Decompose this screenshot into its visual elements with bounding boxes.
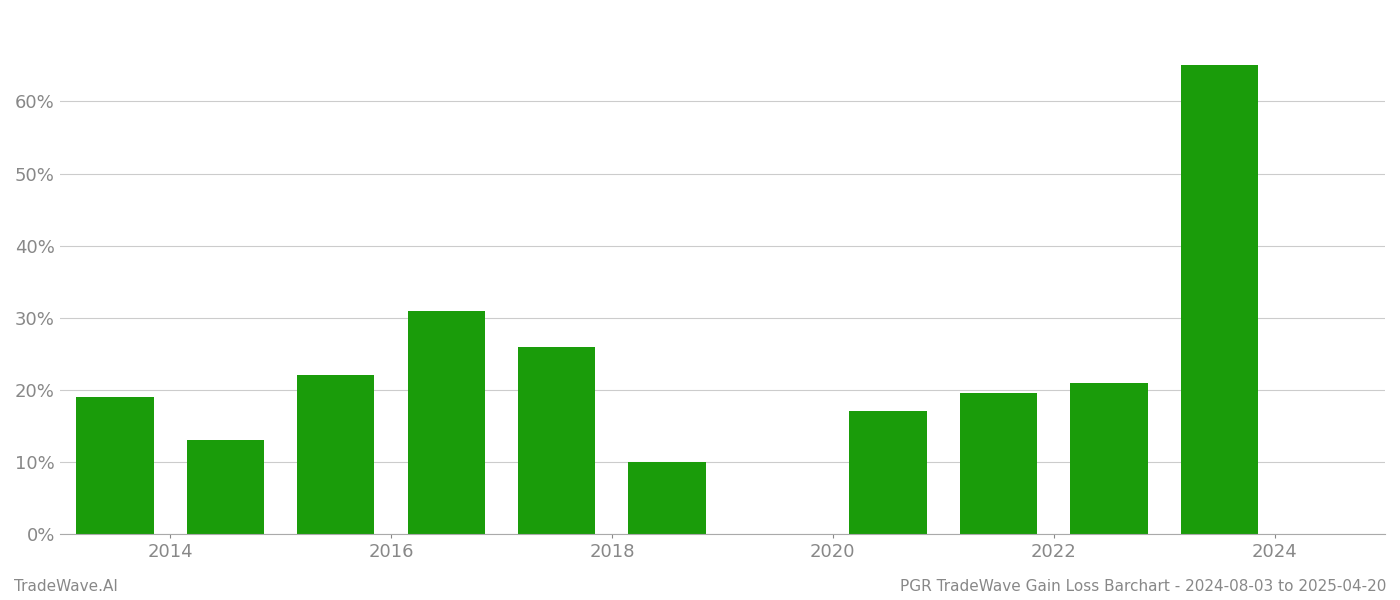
Text: TradeWave.AI: TradeWave.AI: [14, 579, 118, 594]
Bar: [518, 347, 595, 534]
Bar: [297, 376, 374, 534]
Bar: [77, 397, 154, 534]
Bar: [407, 311, 484, 534]
Bar: [1070, 383, 1148, 534]
Bar: [1180, 65, 1259, 534]
Bar: [629, 462, 706, 534]
Bar: [850, 412, 927, 534]
Bar: [186, 440, 265, 534]
Bar: [960, 394, 1037, 534]
Text: PGR TradeWave Gain Loss Barchart - 2024-08-03 to 2025-04-20: PGR TradeWave Gain Loss Barchart - 2024-…: [900, 579, 1386, 594]
